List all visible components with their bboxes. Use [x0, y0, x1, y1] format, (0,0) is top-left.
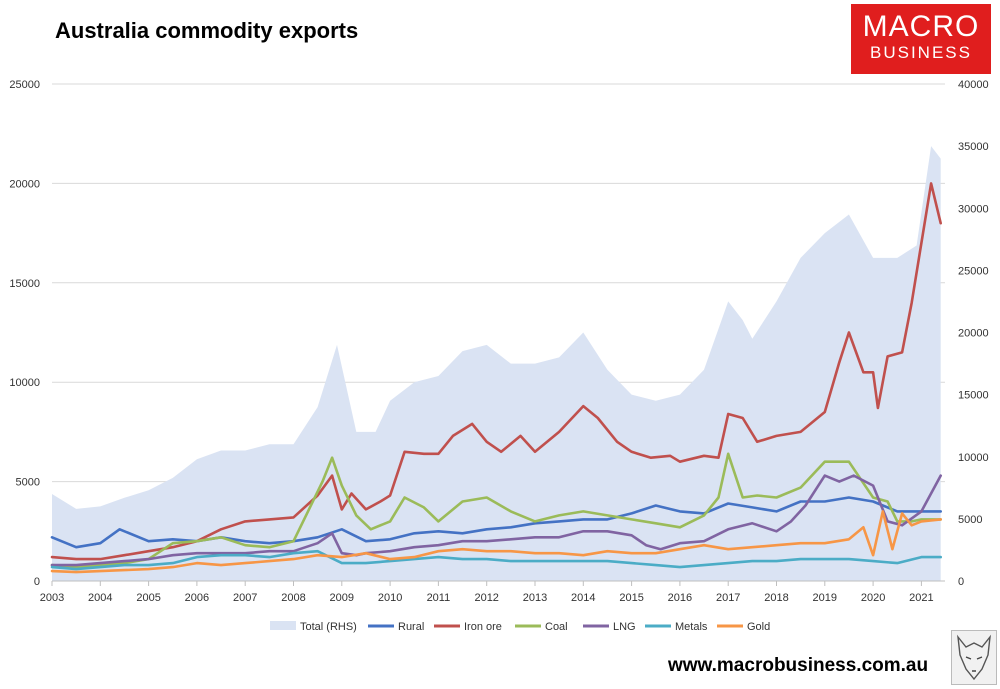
x-tick-label: 2009 [330, 592, 354, 604]
x-tick-label: 2016 [668, 592, 692, 604]
legend-label: Metals [675, 621, 708, 633]
y-right-tick-label: 30000 [958, 203, 989, 215]
logo-line-2: BUSINESS [870, 43, 972, 62]
macrobusiness-logo: MACRO BUSINESS [851, 4, 991, 74]
legend-item: LNG [583, 621, 636, 633]
series-line-metals [50, 549, 943, 571]
y-right-tick-label: 20000 [958, 328, 989, 340]
legend-item: Iron ore [434, 621, 502, 633]
y-right-tick-label: 0 [958, 576, 964, 588]
legend-label: Total (RHS) [300, 621, 357, 633]
series-line-gold [50, 510, 943, 574]
legend-label: Coal [545, 621, 568, 633]
legend-swatch [270, 621, 296, 630]
x-tick-label: 2013 [523, 592, 547, 604]
x-tick-label: 2003 [40, 592, 64, 604]
y-right-tick-label: 5000 [958, 514, 982, 526]
x-tick-label: 2015 [619, 592, 643, 604]
legend-item: Rural [368, 621, 424, 633]
series-line-lng [50, 474, 943, 567]
series-area-total-rhs [52, 146, 941, 581]
legend-label: LNG [613, 621, 636, 633]
y-left-tick-label: 20000 [9, 178, 40, 190]
y-right-tick-label: 25000 [958, 265, 989, 277]
y-left-tick-label: 25000 [9, 79, 40, 91]
wolf-logo-icon [951, 630, 997, 685]
x-tick-label: 2010 [378, 592, 402, 604]
x-tick-label: 2014 [571, 592, 595, 604]
y-right-tick-label: 40000 [958, 79, 989, 91]
chart-title: Australia commodity exports [55, 18, 359, 43]
x-tick-label: 2012 [474, 592, 498, 604]
legend-label: Gold [747, 621, 770, 633]
y-left-tick-label: 10000 [9, 377, 40, 389]
x-tick-label: 2018 [764, 592, 788, 604]
x-tick-label: 2008 [281, 592, 305, 604]
legend-item: Metals [645, 621, 708, 633]
legend-label: Rural [398, 621, 424, 633]
x-tick-label: 2017 [716, 592, 740, 604]
y-left-tick-label: 15000 [9, 278, 40, 290]
x-tick-label: 2004 [88, 592, 112, 604]
legend-item: Total (RHS) [270, 621, 357, 633]
x-tick-label: 2006 [185, 592, 209, 604]
x-tick-label: 2007 [233, 592, 257, 604]
x-tick-label: 2021 [909, 592, 933, 604]
x-tick-label: 2019 [813, 592, 837, 604]
series-line-coal [50, 452, 943, 569]
logo-line-1: MACRO [862, 10, 980, 43]
series-line-iron-ore [50, 182, 943, 561]
y-left-tick-label: 0 [34, 576, 40, 588]
x-tick-label: 2011 [427, 592, 451, 604]
y-right-tick-label: 35000 [958, 141, 989, 153]
y-right-tick-label: 10000 [958, 452, 989, 464]
x-tick-label: 2005 [136, 592, 160, 604]
y-right-tick-label: 15000 [958, 390, 989, 402]
x-tick-label: 2020 [861, 592, 885, 604]
legend-item: Coal [515, 621, 568, 633]
legend-item: Gold [717, 621, 770, 633]
website-url: www.macrobusiness.com.au [668, 655, 929, 676]
y-left-tick-label: 5000 [16, 477, 40, 489]
legend-label: Iron ore [464, 621, 502, 633]
